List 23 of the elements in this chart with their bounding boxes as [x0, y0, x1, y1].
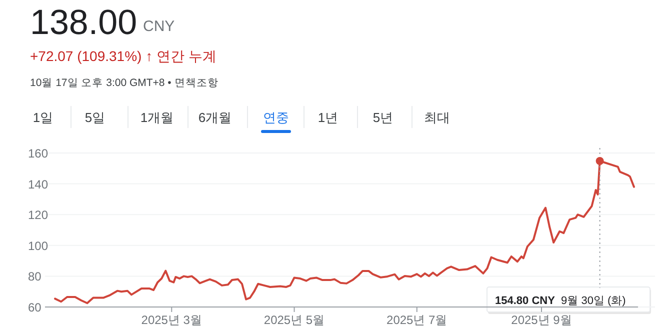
text: 10월 17일 오후 3:00 GMT+8 • 면책조항 — [30, 77, 218, 89]
text: 1년 — [318, 110, 338, 125]
y-tick-label: 80 — [28, 270, 42, 284]
text: 1개월 — [140, 110, 174, 125]
y-tick-label: 60 — [28, 300, 42, 314]
text: +72.07 (109.31%) ↑ 연간 누계 — [30, 48, 216, 64]
text: 5년 — [372, 110, 394, 125]
text: CNY — [143, 18, 175, 35]
x-tick-label: 2025년 3월 — [141, 313, 202, 327]
text: 최대 — [424, 110, 450, 125]
text: 연중 — [263, 110, 289, 125]
text: 1일 — [32, 110, 54, 125]
x-tick-label: 2025년 5월 — [264, 313, 325, 327]
y-tick-label: 140 — [28, 177, 48, 192]
x-tick-label: 2025년 9월 — [511, 313, 572, 327]
x-tick-label: 2025년 7월 — [386, 313, 448, 327]
annotation: 154.80 CNY 9월 30일 (화) — [495, 295, 626, 307]
chart-title: 138.00 — [30, 3, 138, 42]
text: 6개월 — [198, 110, 232, 125]
y-tick-label: 120 — [28, 208, 48, 222]
y-tick-label: 100 — [28, 238, 48, 253]
y-tick-label: 160 — [28, 146, 48, 160]
text: 5일 — [84, 110, 106, 125]
